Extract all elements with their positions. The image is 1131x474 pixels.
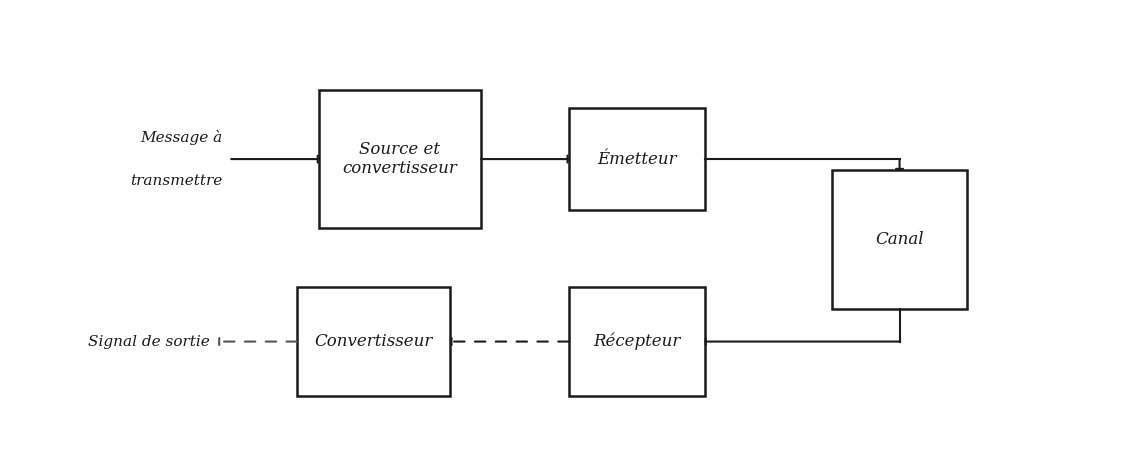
Bar: [831, 170, 967, 309]
Text: Convertisseur: Convertisseur: [314, 333, 433, 350]
Bar: [569, 287, 705, 396]
Text: Canal: Canal: [875, 231, 924, 248]
Text: transmettre: transmettre: [130, 174, 223, 188]
Bar: [569, 108, 705, 210]
Bar: [319, 90, 481, 228]
Text: Source et
convertisseur: Source et convertisseur: [343, 141, 457, 177]
Bar: [297, 287, 450, 396]
Text: Message à: Message à: [140, 130, 223, 145]
Text: Émetteur: Émetteur: [597, 151, 676, 168]
Text: Récepteur: Récepteur: [593, 333, 681, 350]
Text: Signal de sortie: Signal de sortie: [87, 335, 209, 348]
